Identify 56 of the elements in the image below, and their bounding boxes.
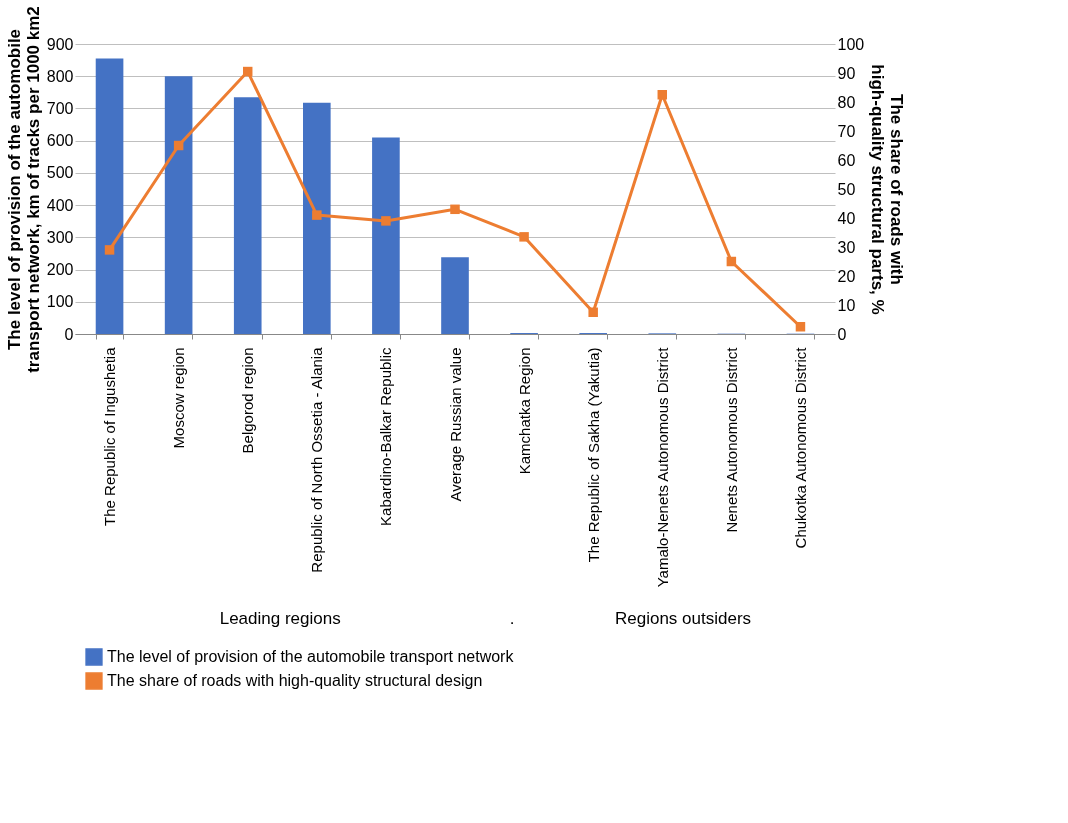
text: Leading regions [219,609,341,628]
point [242,66,253,77]
x-tick-label: Belgorod region [239,347,257,454]
y2-tick-label: 80 [837,93,856,111]
x-tick-label: Kamchatka Region [515,347,533,475]
x-tick-label: Nenets Autonomous District [722,346,740,533]
y-tick-label: 800 [46,67,74,85]
x-tick-label: Chukotka Autonomous District [791,346,809,549]
legend-label: The level of provision of the automobile transport network [107,648,515,665]
y2-axis-title: The share of roads with high-quality structural parts, % [868,64,907,315]
y2-tick-label: 30 [837,238,856,256]
y2-tick-label: 40 [837,209,856,227]
y2-tick-label: 60 [837,151,856,169]
y-axis-title: The level of provision of the automobile transport network, km of tracks per 1000 km2 [4,6,43,373]
x-tick-label: The Republic of Sakha (Yakutia) [584,347,602,563]
x-tick-label: Republic of North Ossetia - Alania [308,346,326,573]
bar [372,137,400,334]
y-tick-label: 200 [46,261,74,279]
point [726,256,737,267]
x-tick-label: Moscow region [170,347,188,449]
legend-label: The share of roads with high-quality structural design [107,672,483,689]
y2-tick-label: 70 [837,122,856,140]
point [519,232,529,242]
y-tick-label: 500 [46,164,74,182]
y2-tick-label: 10 [837,296,856,314]
y-tick-label: 300 [46,228,74,246]
x-tick-label: Yamalo-Nenets Autonomous District [653,346,671,588]
bar [303,102,331,334]
bar [233,97,262,334]
bar [164,76,193,334]
x-tick-label: Average Russian value [446,347,464,502]
x-tick-label: The Republic of Ingushetia [101,346,119,526]
y2-tick-label: 0 [837,325,847,343]
y-tick-label: 900 [46,35,74,53]
y-tick-label: 400 [46,196,74,214]
y-tick-label: 0 [64,325,74,343]
y-tick-label: 600 [46,132,74,150]
point [312,210,322,220]
x-tick-label: Kabardino-Balkar Republic [377,347,395,526]
bar [95,58,124,334]
bar [441,257,469,334]
point [450,204,460,215]
text: Regions outsiders [614,609,752,628]
y-tick-label: 100 [46,293,74,311]
y2-tick-label: 50 [837,180,856,198]
point [173,140,184,151]
point [104,245,115,255]
y2-tick-label: 100 [837,35,865,53]
y2-tick-label: 20 [837,267,856,285]
y-tick-label: 700 [46,99,74,117]
point [381,216,391,226]
text: . [509,609,515,628]
point [588,307,598,317]
y2-tick-label: 90 [837,64,856,82]
point [795,322,806,332]
point [657,90,668,100]
